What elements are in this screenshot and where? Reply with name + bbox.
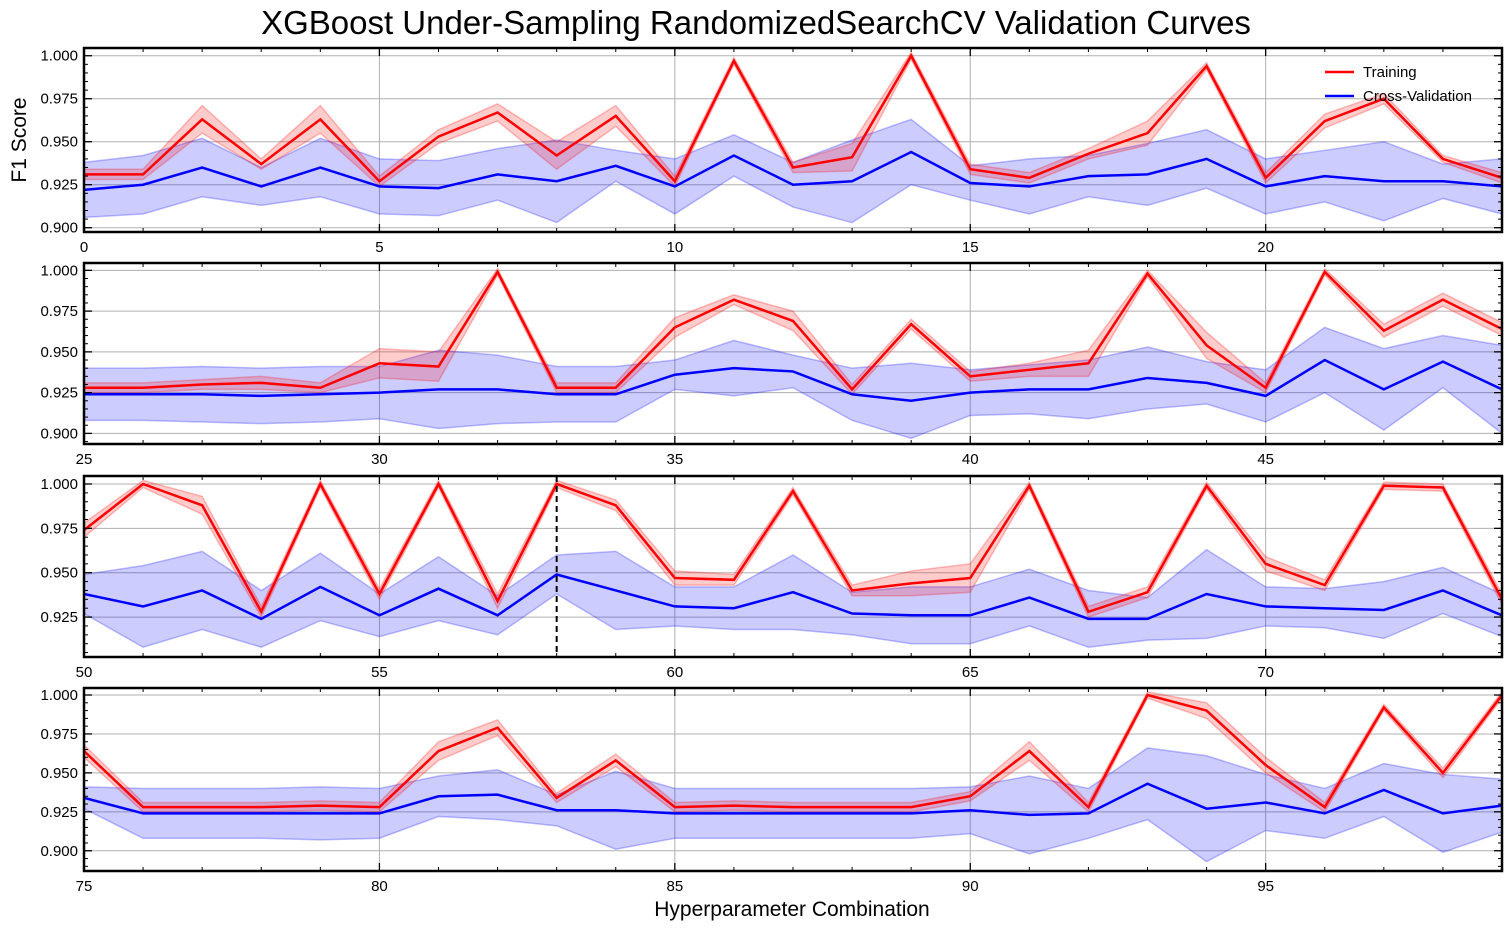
subplot-1: 0 5 10 15 20 0.900 0.925 0.950 0.975 1.000: [40, 46, 1504, 256]
x-tick-label: 85: [666, 878, 683, 895]
cv-series-line: [84, 573, 1502, 621]
x-tick-label: 75: [76, 878, 93, 895]
x-tick-label: 95: [1257, 878, 1274, 895]
cv-std-band: [84, 747, 1502, 863]
x-tick-label: 15: [962, 239, 979, 256]
x-tick-label: 35: [666, 451, 683, 468]
subplot-2: 25 30 35 40 45 0.900 0.925 0.950 0.975 1.000: [40, 261, 1504, 468]
plot-area: [84, 478, 1502, 649]
y-tick-label: 0.975: [40, 91, 78, 108]
chart-title: XGBoost Under-Sampling RandomizedSearchC…: [261, 4, 1251, 41]
training-series-line: [84, 269, 1502, 392]
y-tick-label: 1.000: [40, 262, 78, 279]
x-axis-label: Hyperparameter Combination: [654, 898, 929, 921]
y-tick-label: 0.900: [40, 425, 78, 442]
x-tick-label: 40: [962, 451, 979, 468]
y-tick-label: 1.000: [40, 476, 78, 493]
cv-std-band: [84, 548, 1502, 649]
x-tick-label: 30: [371, 451, 388, 468]
y-tick-label: 0.900: [40, 843, 78, 860]
plot-area: [84, 690, 1502, 863]
cv-std-band: [84, 326, 1502, 440]
plot-area: [84, 267, 1502, 440]
training-std-band: [84, 478, 1502, 619]
x-tick-label: 90: [962, 878, 979, 895]
y-tick-label: 1.000: [40, 48, 78, 65]
y-tick-label: 0.950: [40, 344, 78, 361]
x-tick-label: 65: [962, 664, 979, 681]
training-series-line: [84, 53, 1502, 184]
x-tick-label: 50: [76, 664, 93, 681]
legend-training-label: Training: [1363, 64, 1417, 81]
training-std-band: [84, 50, 1502, 188]
cv-series-line: [84, 358, 1502, 403]
y-tick-label: 0.950: [40, 565, 78, 582]
y-tick-label: 0.950: [40, 765, 78, 782]
x-tick-label: 70: [1257, 664, 1274, 681]
y-tick-label: 0.950: [40, 134, 78, 151]
training-std-band: [84, 690, 1502, 814]
y-tick-label: 0.925: [40, 177, 78, 194]
y-tick-label: 0.900: [40, 220, 78, 237]
x-tick-label: 80: [371, 878, 388, 895]
y-tick-label: 0.925: [40, 609, 78, 626]
x-tick-label: 25: [76, 451, 93, 468]
x-tick-label: 0: [80, 239, 88, 256]
subplot-3: 50 55 60 65 70 0.925 0.950 0.975 1.000: [40, 474, 1504, 681]
x-tick-label: 20: [1257, 239, 1274, 256]
x-tick-label: 55: [371, 664, 388, 681]
y-tick-label: 1.000: [40, 687, 78, 704]
y-tick-label: 0.975: [40, 303, 78, 320]
legend: Training Cross-Validation: [1325, 64, 1472, 105]
y-tick-label: 0.925: [40, 385, 78, 402]
y-tick-label: 0.975: [40, 520, 78, 537]
training-std-band: [84, 267, 1502, 396]
x-tick-label: 45: [1257, 451, 1274, 468]
cv-series-line: [84, 150, 1502, 192]
subplot-panels: 0 5 10 15 20 0.900 0.925 0.950 0.975 1.000 25 30 35 4…: [40, 46, 1504, 895]
legend-cv-label: Cross-Validation: [1363, 88, 1472, 105]
x-tick-label: 5: [375, 239, 383, 256]
subplot-4: 75 80 85 90 95 0.900 0.925 0.950 0.975 1.000: [40, 686, 1504, 895]
y-axis-label: F1 Score: [8, 97, 31, 182]
y-tick-label: 0.925: [40, 804, 78, 821]
training-series-line: [84, 481, 1502, 615]
y-tick-label: 0.975: [40, 726, 78, 743]
x-tick-label: 10: [666, 239, 683, 256]
plot-area: [84, 50, 1502, 224]
cv-series-line: [84, 782, 1502, 817]
training-series-line: [84, 693, 1502, 810]
x-tick-label: 60: [666, 664, 683, 681]
